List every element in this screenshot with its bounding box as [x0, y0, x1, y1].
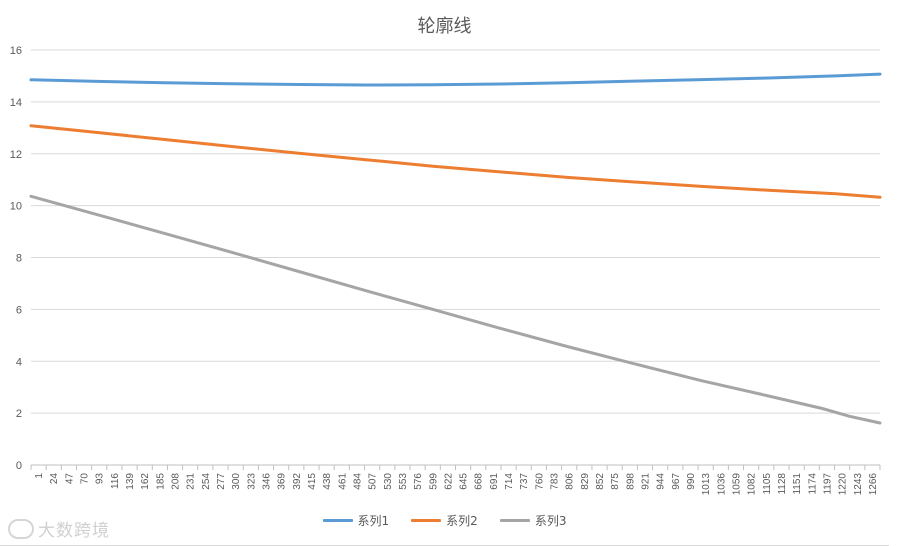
x-tick-label: 921 [641, 473, 652, 490]
x-tick-label: 1243 [853, 473, 864, 496]
x-tick-label: 1174 [807, 473, 818, 495]
watermark: 大数跨境 [8, 516, 110, 541]
x-tick-label: 829 [580, 473, 591, 490]
x-tick-label: 70 [80, 473, 91, 485]
y-tick-label: 8 [16, 253, 22, 265]
x-tick-label: 1105 [762, 473, 773, 495]
x-tick-label: 139 [125, 473, 136, 490]
legend-item-series3: 系列3 [499, 512, 567, 529]
x-tick-label: 967 [671, 473, 682, 490]
y-tick-label: 2 [16, 408, 22, 420]
x-tick-label: 300 [231, 473, 242, 490]
x-tick-label: 24 [49, 473, 60, 485]
x-tick-label: 369 [277, 473, 288, 490]
x-tick-label: 415 [307, 473, 318, 490]
y-tick-label: 16 [10, 45, 22, 57]
series-line-2 [29, 124, 882, 199]
legend-item-series2: 系列2 [411, 512, 478, 529]
x-tick-label: 392 [292, 473, 303, 490]
x-tick-label: 346 [261, 473, 272, 490]
x-tick-label: 1013 [701, 473, 712, 496]
x-tick-label: 323 [246, 473, 257, 490]
x-tick-label: 1036 [716, 473, 727, 496]
x-tick-label: 599 [428, 473, 439, 490]
y-tick-label: 4 [16, 356, 22, 368]
x-tick-label: 116 [110, 473, 121, 489]
series-line-1 [29, 72, 882, 87]
x-tick-label: 1082 [747, 473, 758, 496]
x-tick-label: 806 [565, 473, 576, 490]
x-tick-label: 254 [201, 473, 212, 490]
sheet-right-strip [889, 0, 900, 546]
legend-label-series3: 系列3 [534, 514, 567, 528]
y-tick-label: 14 [10, 97, 22, 109]
x-tick-label: 1 [34, 473, 45, 479]
x-tick-label: 1197 [822, 473, 833, 495]
y-tick-label: 12 [10, 149, 22, 161]
y-tick-label: 10 [10, 201, 22, 213]
x-tick-label: 47 [64, 473, 75, 485]
legend-label-series1: 系列1 [357, 514, 390, 528]
x-tick-label: 553 [398, 473, 409, 490]
x-tick-label: 783 [550, 473, 561, 490]
legend-item-series1: 系列1 [322, 512, 390, 529]
x-tick-label: 898 [625, 473, 636, 490]
x-tick-label: 208 [171, 473, 182, 490]
x-tick-label: 760 [534, 473, 545, 490]
x-tick-label: 576 [413, 473, 424, 490]
y-tick-label: 6 [16, 304, 22, 316]
x-tick-label: 622 [443, 473, 454, 490]
x-tick-label: 668 [474, 473, 485, 490]
x-tick-label: 875 [610, 473, 621, 490]
x-tick-label: 1151 [792, 473, 803, 495]
x-tick-label: 484 [352, 473, 363, 490]
x-tick-label: 737 [519, 473, 530, 490]
chart-title: 轮廓线 [417, 16, 472, 37]
x-tick-label: 507 [368, 473, 379, 490]
x-tick-label: 530 [383, 473, 394, 490]
legend: 系列1 系列2 系列3 [0, 512, 889, 529]
x-tick-label: 1266 [868, 473, 879, 496]
x-tick-label: 185 [155, 473, 166, 490]
x-tick-label: 714 [504, 473, 515, 490]
legend-swatch-series1 [322, 519, 353, 522]
x-tick-label: 231 [186, 473, 197, 490]
legend-swatch-series3 [499, 519, 530, 522]
legend-label-series2: 系列2 [446, 514, 478, 528]
x-tick-label: 1220 [838, 473, 849, 496]
x-tick-label: 461 [337, 473, 348, 490]
x-tick-label: 277 [216, 473, 227, 490]
y-tick-label: 0 [16, 460, 22, 472]
x-tick-label: 162 [140, 473, 151, 490]
x-tick-label: 990 [686, 473, 697, 490]
x-tick-label: 1059 [731, 473, 742, 496]
x-tick-label: 944 [656, 473, 667, 490]
watermark-logo-icon [8, 518, 34, 539]
series-line-3 [29, 194, 882, 425]
x-tick-label: 438 [322, 473, 333, 490]
watermark-text: 大数跨境 [38, 521, 110, 541]
x-tick-label: 691 [489, 473, 500, 490]
legend-swatch-series2 [411, 519, 442, 522]
x-tick-label: 1128 [777, 473, 788, 495]
x-tick-label: 645 [459, 473, 470, 490]
x-tick-label: 93 [95, 473, 106, 485]
x-tick-label: 852 [595, 473, 606, 490]
